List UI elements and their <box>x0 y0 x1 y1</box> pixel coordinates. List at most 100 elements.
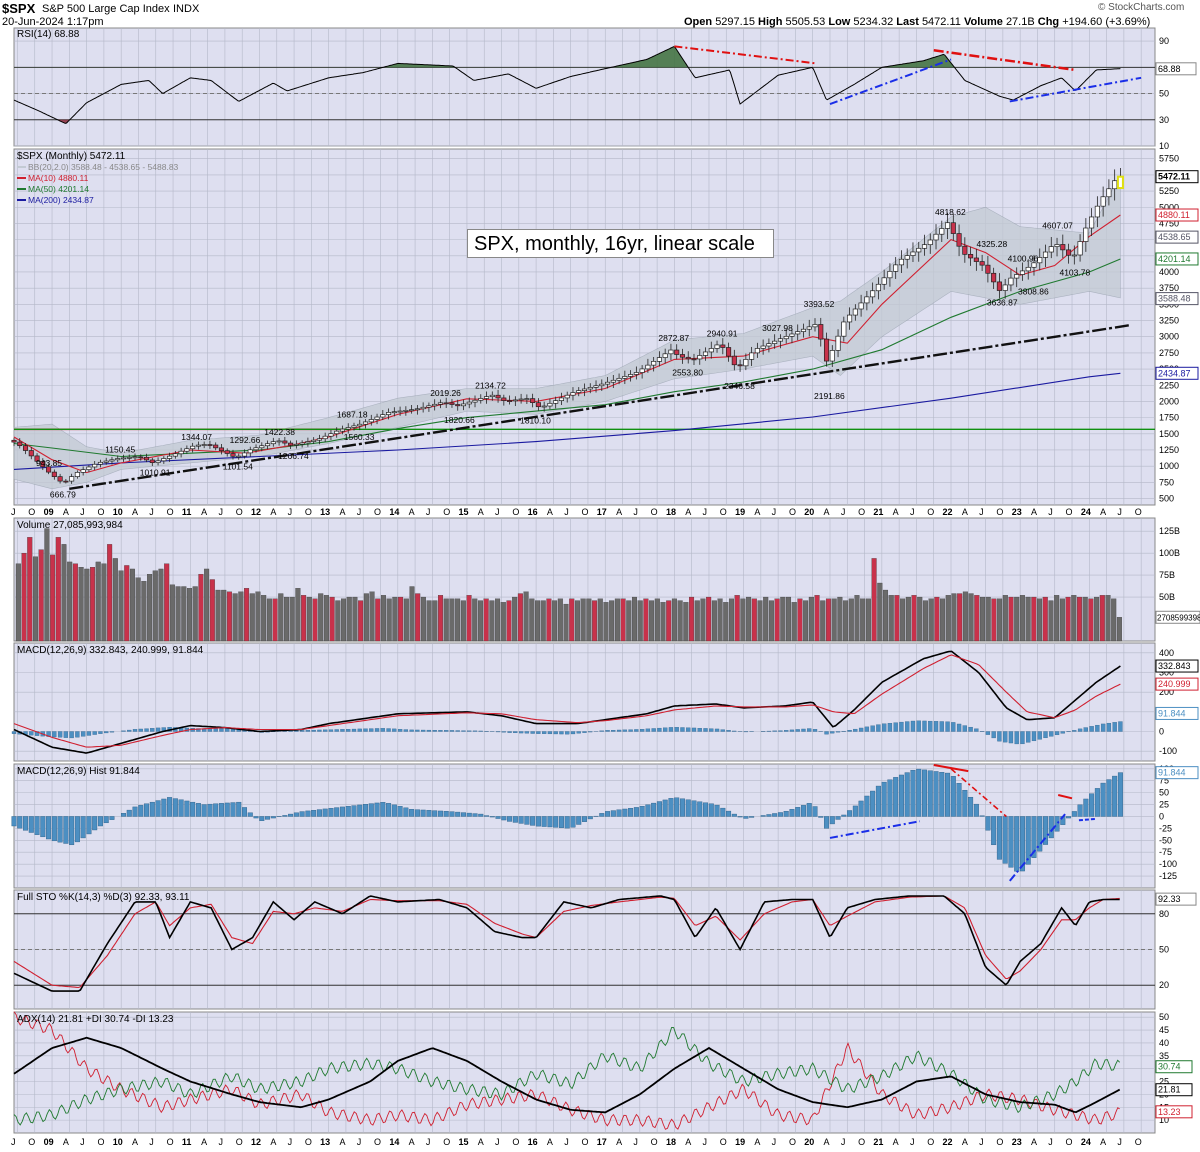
volume-bar <box>1088 598 1094 642</box>
x-axis-label: J <box>633 507 638 517</box>
candle-body <box>472 399 478 403</box>
candle-body <box>893 264 899 272</box>
y-tick-label: 750 <box>1159 477 1174 487</box>
candle-body <box>120 457 127 460</box>
volume-bar <box>55 537 61 642</box>
hist-bar <box>852 805 858 817</box>
volume-bar <box>1002 595 1008 642</box>
volume-bar <box>763 596 769 642</box>
volume-bar <box>905 596 911 642</box>
volume-bar <box>32 556 38 642</box>
price-label: 1687.18 <box>337 410 368 420</box>
macd-hist-bar <box>951 722 956 732</box>
y-tick-label: 100B <box>1159 548 1180 558</box>
volume-bar <box>78 567 84 642</box>
price-label: 3393.52 <box>804 299 835 309</box>
candle-body <box>126 457 132 459</box>
volume-bar <box>751 598 757 642</box>
price-label: 3027.98 <box>762 323 793 333</box>
macd-hist-bar <box>714 728 720 732</box>
macd-hist-bar <box>668 727 674 732</box>
candle-body <box>726 347 732 357</box>
volume-bar <box>552 600 558 642</box>
volume-bar <box>848 598 854 642</box>
candle-body <box>86 466 92 471</box>
macd-hist-bar <box>542 731 547 734</box>
candle-body <box>576 390 582 393</box>
candle-body <box>299 442 305 445</box>
volume-bar <box>603 602 609 642</box>
macd-hist-bar <box>432 730 437 732</box>
y-tick-label: 75 <box>1159 776 1169 786</box>
candle-body <box>645 364 651 370</box>
y-tick-label: 50B <box>1159 592 1175 602</box>
y-tick-label: -100 <box>1159 746 1177 756</box>
x-axis-label: 20 <box>804 1137 814 1147</box>
price-label: 4325.28 <box>976 239 1007 249</box>
x-axis-label: O <box>789 1137 796 1147</box>
hist-bar <box>679 798 685 817</box>
macd-hist-bar <box>870 725 875 732</box>
candle-body <box>316 438 322 441</box>
hist-bar <box>558 816 564 828</box>
x-axis-label: A <box>616 1137 622 1147</box>
macd-hist-bar <box>599 730 604 732</box>
volume-bar <box>592 600 598 642</box>
macd-hist-bar <box>438 730 443 732</box>
candle-body <box>1071 254 1077 257</box>
sto-K-line <box>13 895 1120 992</box>
y-tick-label: 25 <box>1159 800 1169 810</box>
candle-body <box>1025 266 1031 272</box>
volume-bar <box>962 591 968 642</box>
macd-hist-bar <box>939 721 944 732</box>
hist-bar <box>351 805 357 817</box>
candle-body <box>697 355 703 360</box>
macd-hist-bar <box>225 728 230 732</box>
price-label: 1266.74 <box>278 451 309 461</box>
price-label: 1422.38 <box>264 427 295 437</box>
hist-bar <box>991 816 997 846</box>
adx-value-label: 21.81 <box>1158 1085 1181 1095</box>
volume-bar <box>477 600 483 642</box>
volume-bar <box>694 600 700 642</box>
volume-bar <box>261 595 267 642</box>
macd-hist-bar <box>536 731 541 734</box>
volume-bar <box>392 596 398 642</box>
hist-bar <box>218 803 224 817</box>
hist-bar <box>224 802 230 817</box>
price-value-box <box>1155 292 1199 306</box>
y-tick-label: 3000 <box>1159 332 1179 342</box>
candle-body <box>230 453 236 457</box>
x-axis-label: 21 <box>873 507 883 517</box>
volume-bar <box>1031 596 1037 642</box>
candle-body <box>731 355 737 366</box>
candle-body <box>1002 284 1008 291</box>
volume-bar <box>72 563 78 642</box>
x-axis-label: 12 <box>251 1137 261 1147</box>
candle-body <box>898 258 904 266</box>
x-axis-label: J <box>703 1137 708 1147</box>
hist-bar <box>1025 816 1031 865</box>
candle-body <box>1100 196 1106 207</box>
hist-bar <box>1089 793 1095 817</box>
candle-body <box>380 414 386 418</box>
x-axis-label: 22 <box>943 507 953 517</box>
hist-bar <box>1112 775 1118 817</box>
volume-bar <box>808 596 814 642</box>
hist-bar <box>403 807 409 817</box>
x-axis-label: J <box>495 1137 500 1147</box>
candle-body <box>985 264 991 274</box>
candle-body <box>305 441 311 444</box>
candle-body <box>207 444 213 446</box>
adx-value-label: 13.23 <box>1158 1107 1181 1117</box>
candle-body <box>1019 270 1026 275</box>
hist-bar <box>668 798 674 817</box>
volume-bar <box>540 600 546 642</box>
price-title: $SPX (Monthly) 5472.11 <box>17 151 126 162</box>
x-axis-label: J <box>11 1137 16 1147</box>
candle-body <box>858 302 864 310</box>
x-axis-label: 23 <box>1012 1137 1022 1147</box>
candle-body <box>904 255 910 260</box>
volume-bar <box>61 544 67 642</box>
x-axis-label: 10 <box>113 507 123 517</box>
